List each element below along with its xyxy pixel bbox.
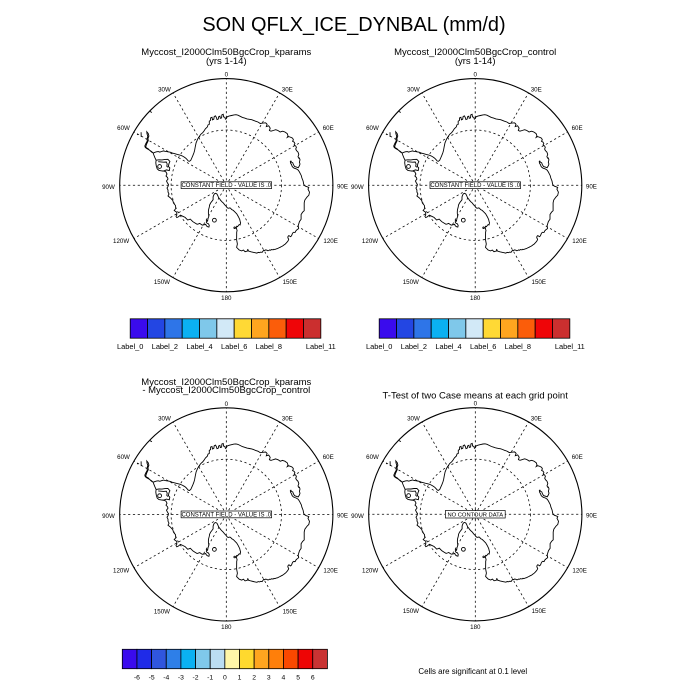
- svg-text:Label_11: Label_11: [555, 342, 585, 351]
- svg-text:-3: -3: [178, 674, 184, 681]
- svg-text:CONSTANT FIELD - VALUE IS .0: CONSTANT FIELD - VALUE IS .0: [430, 183, 520, 189]
- svg-text:Myccost_I2000Clm50BgcCrop_cont: Myccost_I2000Clm50BgcCrop_control: [394, 47, 556, 58]
- svg-text:Label_8: Label_8: [505, 342, 531, 351]
- svg-text:3: 3: [267, 674, 271, 681]
- svg-text:6: 6: [311, 674, 315, 681]
- svg-text:SON QFLX_ICE_DYNBAL (mm/d): SON QFLX_ICE_DYNBAL (mm/d): [202, 14, 505, 36]
- svg-text:Label_6: Label_6: [470, 342, 496, 351]
- svg-text:-4: -4: [163, 674, 169, 681]
- svg-text:NO CONTOUR DATA: NO CONTOUR DATA: [447, 512, 503, 518]
- svg-text:Label_4: Label_4: [435, 342, 461, 351]
- svg-text:-5: -5: [149, 674, 155, 681]
- svg-text:Label_8: Label_8: [256, 342, 282, 351]
- svg-text:Myccost_I2000Clm50BgcCrop_kpar: Myccost_I2000Clm50BgcCrop_kparams: [141, 47, 311, 58]
- svg-text:Label_0: Label_0: [117, 342, 143, 351]
- svg-text:-1: -1: [207, 674, 213, 681]
- svg-text:2: 2: [252, 674, 256, 681]
- svg-text:- Myccost_I2000Clm50BgcCrop_co: - Myccost_I2000Clm50BgcCrop_control: [142, 385, 310, 396]
- svg-text:Label_2: Label_2: [152, 342, 178, 351]
- svg-text:(yrs 1-14): (yrs 1-14): [206, 56, 247, 67]
- svg-text:Label_4: Label_4: [186, 342, 212, 351]
- svg-text:CONSTANT FIELD - VALUE IS .0: CONSTANT FIELD - VALUE IS .0: [181, 183, 271, 189]
- svg-text:5: 5: [296, 674, 300, 681]
- svg-text:4: 4: [282, 674, 286, 681]
- svg-text:Label_2: Label_2: [401, 342, 427, 351]
- svg-text:Myccost_I2000Clm50BgcCrop_kpar: Myccost_I2000Clm50BgcCrop_kparams: [141, 377, 311, 388]
- svg-text:(yrs 1-14): (yrs 1-14): [455, 56, 496, 67]
- svg-text:Label_11: Label_11: [306, 342, 336, 351]
- svg-text:CONSTANT FIELD - VALUE IS .0: CONSTANT FIELD - VALUE IS .0: [181, 512, 271, 518]
- svg-text:Label_0: Label_0: [366, 342, 392, 351]
- svg-text:1: 1: [238, 674, 242, 681]
- svg-text:Label_6: Label_6: [221, 342, 247, 351]
- svg-text:Cells are significant at 0.1 l: Cells are significant at 0.1 level: [418, 667, 527, 676]
- svg-text:-6: -6: [134, 674, 140, 681]
- svg-text:0: 0: [223, 674, 227, 681]
- svg-text:T-Test of two Case means at ea: T-Test of two Case means at each grid po…: [383, 391, 569, 402]
- svg-text:-2: -2: [193, 674, 199, 681]
